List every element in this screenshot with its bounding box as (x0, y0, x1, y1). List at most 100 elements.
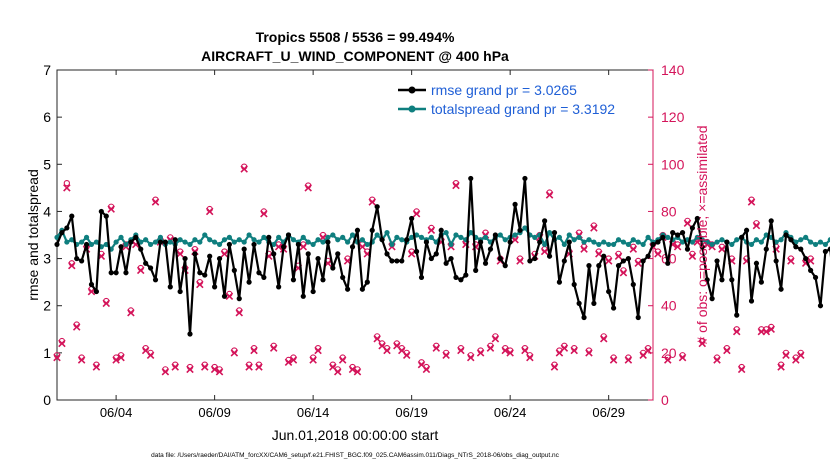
obs-assimilated-point (250, 346, 258, 355)
rmse-point (231, 267, 237, 273)
obs-assimilated-point (201, 363, 209, 371)
y-left-tick-label: 7 (43, 62, 51, 78)
rmse-point (822, 248, 828, 255)
rmse-point (413, 248, 420, 255)
rmse-point (187, 331, 193, 337)
rmse-point (167, 284, 173, 290)
obs-assimilated-point (235, 309, 244, 317)
rmse-point (827, 246, 830, 252)
obs-assimilated-point (63, 184, 71, 192)
totalspread-point (625, 241, 631, 248)
totalspread-point (364, 241, 370, 248)
obs-assimilated-point (664, 356, 672, 364)
obs-assimilated-point (245, 363, 253, 371)
obs-assimilated-point (590, 224, 598, 232)
rmse-point (384, 251, 390, 257)
obs-assimilated-point (146, 351, 155, 359)
rmse-point (492, 232, 498, 238)
totalspread-point (591, 239, 597, 245)
obs-assimilated-point (368, 198, 377, 206)
totalspread-point (694, 234, 700, 240)
x-tick-label: 06/09 (198, 405, 231, 420)
totalspread-point (340, 234, 346, 240)
obs-assimilated-point (545, 191, 554, 199)
obs-assimilated-point (580, 245, 588, 253)
rmse-point (261, 274, 267, 281)
rmse-point (812, 274, 819, 281)
rmse-point (79, 258, 85, 264)
totalspread-point (394, 234, 400, 240)
obs-assimilated-point (560, 344, 569, 352)
obs-assimilated-point (619, 268, 628, 277)
obs-assimilated-point (624, 356, 633, 364)
obs-assimilated-point (501, 346, 509, 355)
rmse-point (689, 225, 696, 231)
totalspread-point (453, 232, 459, 238)
totalspread-point (335, 237, 341, 243)
rmse-point (241, 246, 247, 252)
obs-assimilated-point (747, 198, 756, 206)
obs-assimilated-point (737, 365, 746, 374)
rmse-point (345, 286, 351, 292)
rmse-point (748, 298, 755, 304)
rmse-point (650, 241, 656, 248)
y-axis-left: 0 1 2 3 4 5 6 7 (43, 62, 62, 408)
obs-assimilated-point (107, 205, 115, 213)
rmse-point (670, 230, 676, 236)
rmse-point (675, 232, 681, 238)
rmse-point (586, 263, 592, 269)
obs-assimilated-point (92, 363, 101, 371)
rmse-point (640, 258, 646, 264)
rmse-point (473, 267, 479, 273)
totalspread-point (79, 239, 85, 245)
legend-box (392, 75, 648, 123)
rmse-point (138, 246, 144, 252)
obs-assimilated-point (412, 210, 421, 218)
totalspread-point (147, 241, 154, 248)
obs-assimilated-point (284, 358, 293, 367)
totalspread-point (216, 241, 223, 248)
totalspread-point (64, 239, 70, 245)
obs-possible-point (63, 179, 71, 187)
rmse-point (487, 246, 494, 252)
obs-assimilated-point (570, 346, 578, 355)
totalspread-point (468, 230, 474, 236)
rmse-point (182, 255, 188, 262)
rmse-point (379, 237, 385, 243)
obs-assimilated-point (718, 245, 726, 253)
obs-assimilated-point (777, 363, 785, 371)
obs-assimilated-point (402, 351, 411, 359)
totalspread-point (812, 241, 819, 248)
totalspread-point (271, 241, 277, 248)
obs-assimilated-point (53, 353, 61, 362)
obs-assimilated-point (333, 367, 342, 376)
totalspread-point (276, 234, 282, 240)
obs-assimilated-point (585, 349, 593, 357)
rmse-point (753, 260, 760, 266)
totalspread-point (719, 237, 725, 243)
rmse-point (133, 234, 139, 240)
y-axis-left-label: rmse and totalspread (25, 169, 41, 301)
totalspread-point (808, 239, 814, 245)
obs-assimilated-point (452, 181, 460, 190)
obs-assimilated-point (215, 367, 224, 376)
rmse-point (69, 213, 75, 219)
y-left-tick-label: 6 (43, 109, 51, 125)
totalspread-point (640, 241, 646, 248)
obs-assimilated-point (205, 207, 214, 216)
rmse-point (266, 234, 272, 240)
totalspread-point (152, 239, 159, 245)
obs-assimilated-point (77, 356, 86, 364)
obs-assimilated-point (407, 250, 416, 258)
legend-rmse-marker (408, 86, 416, 94)
rmse-point (295, 241, 301, 248)
obs-assimilated-point (383, 346, 391, 355)
rmse-point (739, 234, 745, 240)
obs-assimilated-point (422, 365, 431, 374)
totalspread-point (345, 239, 351, 245)
totalspread-point (586, 237, 592, 243)
obs-assimilated-point (299, 243, 308, 251)
totalspread-point (157, 234, 164, 240)
obs-assimilated-point (678, 353, 687, 362)
totalspread-point (428, 234, 434, 240)
